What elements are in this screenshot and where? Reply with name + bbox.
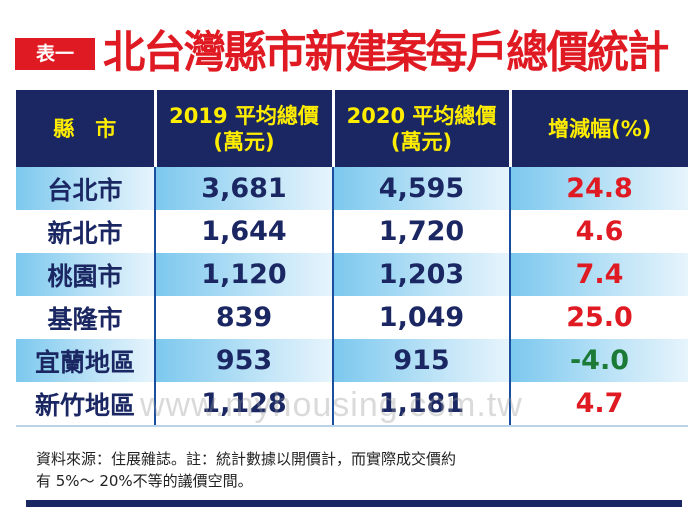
table-row: 桃園市 1,120 1,203 7.4 [16, 253, 688, 296]
price-2019-cell: 3,681 [154, 167, 333, 210]
price-2020-cell: 1,049 [332, 296, 510, 339]
change-cell: 25.0 [509, 296, 688, 339]
city-cell: 基隆市 [16, 296, 155, 339]
header-label: 縣 市 [53, 116, 117, 141]
change-cell: 7.4 [509, 253, 688, 296]
header-city: 縣 市 [16, 90, 155, 167]
price-2020-cell: 1,720 [332, 210, 510, 253]
source-note: 資料來源：住展雜誌。註：統計數據以開價計，而實際成交價約 有 5%～ 20%不等… [36, 448, 456, 492]
price-2019-cell: 953 [154, 339, 333, 382]
change-cell: 4.7 [509, 382, 688, 427]
price-2019-cell: 1,128 [154, 382, 333, 427]
change-cell: -4.0 [509, 339, 688, 382]
header-unit: (萬元) [213, 129, 275, 154]
table-row: 台北市 3,681 4,595 24.8 [16, 167, 688, 210]
price-2019-cell: 839 [154, 296, 333, 339]
price-2020-cell: 1,203 [332, 253, 510, 296]
city-cell: 宜蘭地區 [16, 339, 155, 382]
table-row: 宜蘭地區 953 915 -4.0 [16, 339, 688, 382]
price-2020-cell: 1,181 [332, 382, 510, 427]
price-2019-cell: 1,644 [154, 210, 333, 253]
price-2019-cell: 1,120 [154, 253, 333, 296]
change-cell: 4.6 [509, 210, 688, 253]
header-2020: 2020 平均總價 (萬元) [331, 90, 510, 167]
city-cell: 新竹地區 [16, 382, 155, 427]
price-2020-cell: 915 [332, 339, 510, 382]
table-row: 新北市 1,644 1,720 4.6 [16, 210, 688, 253]
page-title: 北台灣縣市新建案每戶總價統計 [103, 27, 669, 78]
bottom-divider [26, 500, 682, 507]
city-cell: 桃園市 [16, 253, 155, 296]
table-row: 基隆市 839 1,049 25.0 [16, 296, 688, 339]
price-table: 縣 市 2019 平均總價 (萬元) 2020 平均總價 (萬元) 增減幅(%) 台… [16, 90, 688, 427]
note-line: 資料來源：住展雜誌。註：統計數據以開價計，而實際成交價約 [36, 450, 457, 468]
note-line: 有 5%～ 20%不等的議價空間。 [36, 472, 253, 490]
header-label: 2019 平均總價 [169, 103, 319, 128]
header-label: 增減幅(%) [548, 116, 652, 141]
price-2020-cell: 4,595 [332, 167, 510, 210]
watermark: www.myhousing.com.tw [140, 386, 523, 424]
table-badge: 表一 [15, 38, 95, 70]
header-change: 增減幅(%) [508, 90, 688, 167]
city-cell: 台北市 [16, 167, 155, 210]
header-row: 縣 市 2019 平均總價 (萬元) 2020 平均總價 (萬元) 增減幅(%) [16, 90, 688, 167]
city-cell: 新北市 [16, 210, 155, 253]
header-unit: (萬元) [390, 129, 453, 154]
header-label: 2020 平均總價 [346, 103, 497, 128]
change-cell: 24.8 [509, 167, 688, 210]
table-row: 新竹地區 1,128 1,181 4.7 [16, 382, 688, 427]
header-2019: 2019 平均總價 (萬元) [153, 90, 333, 167]
